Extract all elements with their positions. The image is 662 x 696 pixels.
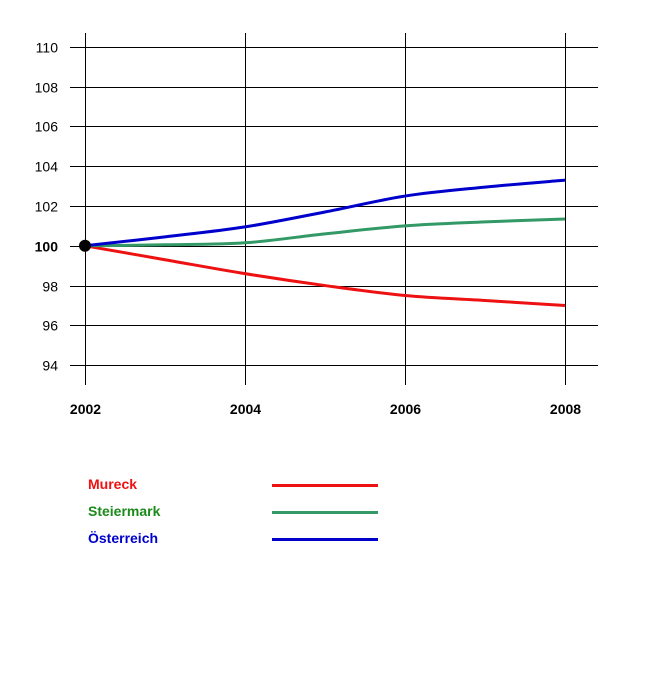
series-line-oesterreich — [84, 178, 566, 248]
legend-swatch-steiermark — [272, 511, 378, 514]
legend-item-oesterreich: Österreich — [88, 528, 408, 555]
y-tick-label-94: 94 — [42, 358, 58, 374]
series-lines — [84, 178, 566, 307]
series-line-steiermark — [84, 217, 566, 248]
legend-item-steiermark: Steiermark — [88, 501, 408, 528]
y-tick-label-110: 110 — [36, 40, 59, 56]
y-tick-label-96: 96 — [42, 318, 58, 334]
y-tick-label-104: 104 — [35, 159, 59, 175]
baseline-marker — [79, 239, 91, 252]
x-tick-label-2002: 2002 — [70, 401, 101, 417]
legend-label-mureck: Mureck — [88, 476, 138, 492]
x-tick-label-2006: 2006 — [390, 401, 421, 417]
x-tick-label-2008: 2008 — [550, 401, 581, 417]
baseline-markers — [79, 239, 91, 252]
legend-swatch-oesterreich — [272, 538, 378, 541]
x-axis-ticks: 2002 2004 2006 2008 — [70, 401, 581, 417]
legend-label-steiermark: Steiermark — [88, 503, 161, 519]
y-tick-label-106: 106 — [35, 119, 59, 135]
legend-item-mureck: Mureck — [88, 474, 408, 501]
legend-swatch-mureck — [272, 484, 378, 487]
legend: Mureck Steiermark Österreich — [88, 474, 408, 555]
y-tick-label-98: 98 — [42, 279, 58, 295]
legend-label-oesterreich: Österreich — [88, 530, 159, 546]
series-line-mureck — [84, 244, 566, 307]
grid — [70, 33, 598, 385]
x-tick-label-2004: 2004 — [230, 401, 261, 417]
y-tick-label-100: 100 — [35, 239, 59, 255]
y-axis-ticks: 94 96 98 100 102 104 106 108 110 — [35, 40, 59, 374]
y-tick-label-108: 108 — [35, 80, 59, 96]
y-tick-label-102: 102 — [35, 199, 59, 215]
